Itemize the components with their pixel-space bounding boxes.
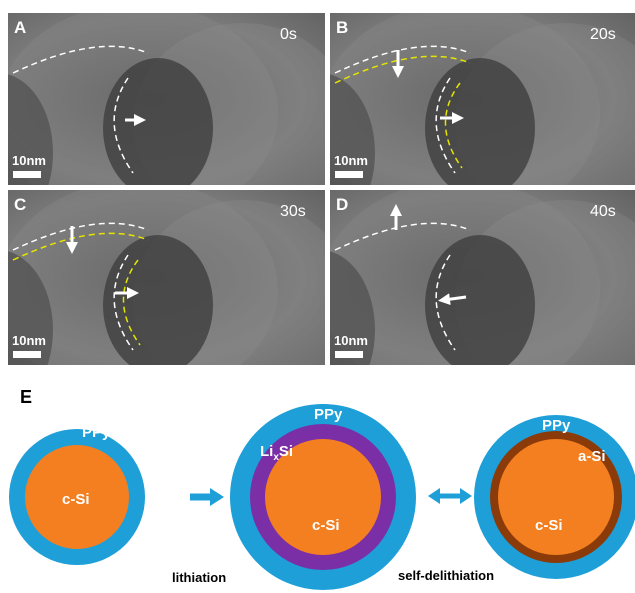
scale-label: 10nm [334,153,368,168]
core-label: c-Si [312,517,340,534]
scale-bar [13,171,41,178]
tem-panels: A 0s 10nm B 20s 10nm C 30s 10nm D 40s 10nm [0,3,635,410]
panel-label: B [336,18,348,37]
scale-label: 10nm [12,153,46,168]
time-label: 40s [590,203,616,220]
panel-label: E [20,387,32,407]
si-particle [103,235,213,375]
panel-label: D [336,195,348,214]
tem-panel: C 30s 10nm [0,180,353,410]
shell-label: PPy [82,424,111,441]
scale-bar [335,351,363,358]
scale-label: 10nm [12,333,46,348]
time-label: 0s [280,26,297,43]
scale-label: 10nm [334,333,368,348]
si-particle [103,58,213,198]
figure: A 0s 10nm B 20s 10nm C 30s 10nm D 40s 10nm E PPy c-… [0,0,635,593]
arrow-head [210,488,224,506]
si-particle [425,235,535,375]
scale-bar [335,171,363,178]
core-label: c-Si [535,517,563,534]
shell-label: PPy [542,417,571,434]
page: A 0s 10nm B 20s 10nm C 30s 10nm D 40s 10nm E PPy c-… [0,0,635,593]
time-label: 30s [280,203,306,220]
step-label: self-delithiation [398,568,494,583]
time-label: 20s [590,26,616,43]
step-label: lithiation [172,570,226,585]
shell-label: PPy [314,406,343,423]
panel-label: C [14,195,26,214]
layer-label-part: Li [260,443,273,460]
si-particle [425,58,535,198]
scale-bar [13,351,41,358]
panel-label: A [14,18,26,37]
core-label: c-Si [62,491,90,508]
layer-label: a-Si [578,448,606,465]
layer-label-part: Si [279,443,293,460]
